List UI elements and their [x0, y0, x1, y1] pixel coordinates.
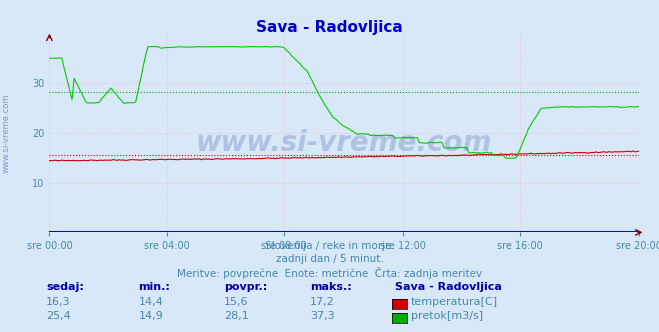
Text: maks.:: maks.:	[310, 283, 351, 292]
Text: 14,9: 14,9	[138, 311, 163, 321]
Text: www.si-vreme.com: www.si-vreme.com	[2, 93, 11, 173]
Text: 37,3: 37,3	[310, 311, 334, 321]
Text: 17,2: 17,2	[310, 297, 335, 307]
Text: Slovenija / reke in morje.: Slovenija / reke in morje.	[264, 241, 395, 251]
Text: 16,3: 16,3	[46, 297, 71, 307]
Text: min.:: min.:	[138, 283, 170, 292]
Text: sedaj:: sedaj:	[46, 283, 84, 292]
Text: povpr.:: povpr.:	[224, 283, 268, 292]
Text: 14,4: 14,4	[138, 297, 163, 307]
Text: 15,6: 15,6	[224, 297, 248, 307]
Text: Meritve: povprečne  Enote: metrične  Črta: zadnja meritev: Meritve: povprečne Enote: metrične Črta:…	[177, 267, 482, 279]
Text: 28,1: 28,1	[224, 311, 249, 321]
Text: Sava - Radovljica: Sava - Radovljica	[395, 283, 502, 292]
Text: temperatura[C]: temperatura[C]	[411, 297, 498, 307]
Text: zadnji dan / 5 minut.: zadnji dan / 5 minut.	[275, 254, 384, 264]
Text: www.si-vreme.com: www.si-vreme.com	[196, 129, 492, 157]
Text: Sava - Radovljica: Sava - Radovljica	[256, 20, 403, 35]
Text: 25,4: 25,4	[46, 311, 71, 321]
Text: pretok[m3/s]: pretok[m3/s]	[411, 311, 482, 321]
